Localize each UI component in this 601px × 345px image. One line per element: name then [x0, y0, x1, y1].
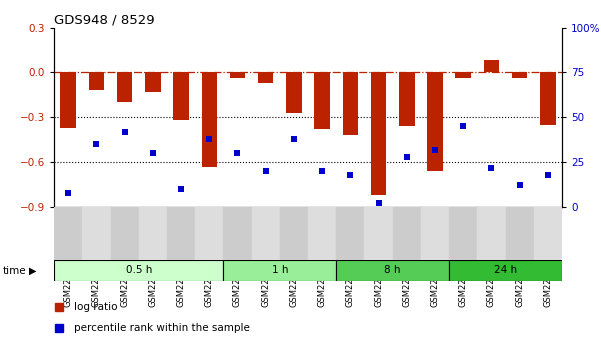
Bar [195, 207, 224, 260]
Bar [505, 207, 534, 260]
Bar [421, 207, 449, 260]
Text: 1 h: 1 h [272, 266, 288, 275]
Bar [54, 260, 224, 281]
Point [402, 154, 412, 159]
Point [459, 124, 468, 129]
Text: percentile rank within the sample: percentile rank within the sample [75, 323, 250, 333]
Point [91, 141, 101, 147]
Bar [308, 207, 336, 260]
Bar [145, 72, 160, 92]
Point [148, 150, 157, 156]
Bar [252, 207, 280, 260]
Text: ▶: ▶ [29, 266, 36, 276]
Bar [449, 207, 477, 260]
Bar [371, 72, 386, 195]
Text: 0.5 h: 0.5 h [126, 266, 152, 275]
Text: GDS948 / 8529: GDS948 / 8529 [54, 13, 154, 27]
Point [204, 136, 214, 141]
Point [374, 201, 383, 206]
Point [120, 129, 129, 135]
Bar [540, 72, 555, 125]
Text: 8 h: 8 h [385, 266, 401, 275]
Bar [449, 260, 562, 281]
Bar [167, 207, 195, 260]
Point [63, 190, 73, 195]
Point [261, 168, 270, 174]
Bar [364, 207, 392, 260]
Bar [117, 72, 132, 102]
Bar [230, 72, 245, 78]
Bar [477, 207, 505, 260]
Bar [89, 72, 104, 90]
Bar [139, 207, 167, 260]
Bar [427, 72, 443, 171]
Bar [224, 260, 336, 281]
Bar [224, 207, 252, 260]
Point [487, 165, 496, 170]
Bar [111, 207, 139, 260]
Point [543, 172, 553, 177]
Point [233, 150, 242, 156]
Bar [54, 207, 82, 260]
Point [317, 168, 327, 174]
Point [515, 183, 525, 188]
Bar [484, 60, 499, 72]
Bar [61, 72, 76, 128]
Bar [336, 260, 449, 281]
Point [176, 186, 186, 192]
Bar [399, 72, 415, 126]
Bar [82, 207, 111, 260]
Text: log ratio: log ratio [75, 302, 118, 312]
Bar [280, 207, 308, 260]
Bar [343, 72, 358, 135]
Bar [286, 72, 302, 113]
Point [430, 147, 440, 152]
Bar [258, 72, 273, 83]
Bar [534, 207, 562, 260]
Text: time: time [3, 266, 26, 276]
Bar [336, 207, 364, 260]
Bar [456, 72, 471, 78]
Bar [314, 72, 330, 129]
Bar [173, 72, 189, 120]
Bar [392, 207, 421, 260]
Point [289, 136, 299, 141]
Bar [512, 72, 527, 78]
Point [346, 172, 355, 177]
Bar [201, 72, 217, 167]
Text: 24 h: 24 h [494, 266, 517, 275]
